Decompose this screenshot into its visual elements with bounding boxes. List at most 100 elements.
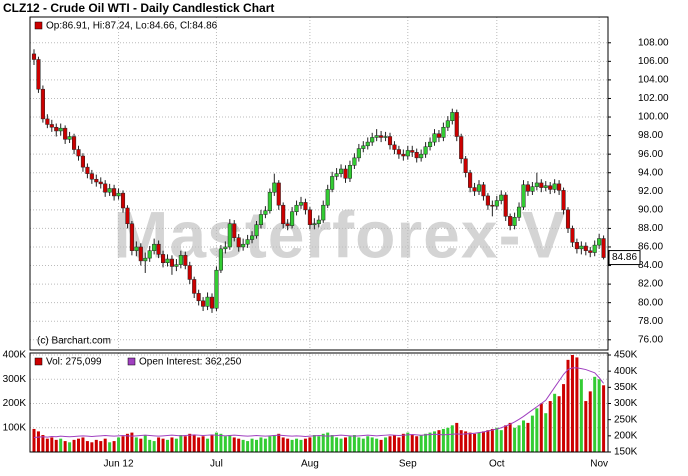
- candle-body: [476, 184, 482, 192]
- candle-body: [76, 149, 81, 157]
- candle-body: [445, 120, 450, 128]
- volume-bar: [490, 428, 494, 452]
- candle-body: [321, 204, 326, 221]
- volume-bar: [513, 427, 517, 452]
- y2-tick-label: 200K: [614, 430, 638, 441]
- candle-body: [383, 136, 388, 138]
- volume-bar: [286, 438, 290, 452]
- candle-body: [530, 186, 535, 192]
- candle-body: [481, 184, 486, 197]
- volume-bar: [499, 430, 503, 452]
- candle-body: [214, 269, 219, 309]
- candle-body: [312, 223, 317, 226]
- volume-bar: [219, 433, 223, 452]
- candle-body: [258, 214, 263, 225]
- candle-body: [98, 181, 103, 185]
- volume-bar: [428, 432, 432, 452]
- candle-body: [174, 264, 179, 267]
- volume-bar: [246, 441, 250, 452]
- y-tick-label: 98.00: [638, 130, 663, 141]
- y-tick-label: 94.00: [638, 167, 663, 178]
- volume-bar: [486, 430, 490, 452]
- volume-bar: [241, 439, 245, 452]
- y-tick-label: 78.00: [638, 316, 663, 327]
- volume-bar: [68, 442, 72, 452]
- candle-body: [454, 112, 459, 137]
- candle-body: [485, 195, 490, 206]
- y-tick-label: 400K: [3, 350, 27, 361]
- volume-bar: [562, 384, 566, 452]
- candle-body: [254, 224, 259, 237]
- candle-body: [178, 255, 183, 265]
- source-note: (c) Barchart.com: [37, 336, 111, 347]
- candle-body: [143, 257, 148, 262]
- volume-bar: [473, 433, 477, 452]
- volume-bar: [103, 438, 107, 452]
- candle-body: [405, 150, 410, 157]
- volume-bar: [45, 438, 49, 452]
- candle-body: [80, 155, 86, 168]
- candle-body: [94, 178, 99, 183]
- volume-bar: [36, 431, 40, 452]
- open-interest-line: [33, 367, 604, 438]
- candle-body: [54, 126, 59, 132]
- candle-body: [112, 188, 117, 197]
- candle-body: [116, 192, 121, 197]
- candle-body: [294, 204, 299, 212]
- candle-body: [267, 191, 272, 212]
- volume-bar: [112, 441, 116, 452]
- candle-body: [218, 248, 223, 271]
- candle-body: [241, 243, 246, 248]
- volume-bar: [130, 432, 134, 452]
- candle-body: [597, 238, 602, 246]
- candle-body: [570, 228, 575, 243]
- volume-bar: [303, 438, 307, 452]
- candle-body: [574, 242, 579, 250]
- volume-bar: [63, 441, 67, 452]
- candle-body: [316, 219, 321, 225]
- volume-bar: [424, 433, 428, 452]
- legend-swatch: [34, 357, 43, 366]
- candle-body: [525, 184, 531, 192]
- candle-body: [72, 136, 77, 150]
- candle-body: [196, 293, 201, 302]
- candle-body: [192, 279, 197, 294]
- volume-bar: [481, 431, 485, 452]
- candle-body: [298, 202, 304, 206]
- ohlc-legend: Op:86.91, Hi:87.24, Lo:84.66, Cl:84.86: [46, 21, 218, 32]
- volume-bar: [152, 441, 156, 452]
- candle-body: [107, 188, 112, 193]
- candle-body: [103, 183, 108, 193]
- legend-swatch: [127, 357, 136, 366]
- volume-bar: [228, 435, 232, 452]
- volume-bar: [148, 439, 152, 452]
- volume-bar: [143, 435, 147, 452]
- volume-bar: [348, 436, 352, 452]
- candle-body: [521, 184, 526, 208]
- volume-bar: [192, 435, 196, 452]
- volume-bar: [539, 403, 543, 452]
- candle-body: [508, 216, 513, 226]
- volume-bar: [108, 442, 112, 452]
- candle-body: [58, 127, 63, 132]
- candle-body: [539, 182, 544, 188]
- y2-tick-label: 250K: [614, 414, 638, 425]
- volume-bar: [602, 385, 606, 452]
- volume-bar: [566, 359, 570, 452]
- volume-bar: [117, 437, 121, 452]
- y-tick-label: 96.00: [638, 149, 663, 160]
- volume-bar: [588, 391, 592, 452]
- volume-bar: [344, 437, 347, 452]
- volume-bar: [517, 425, 521, 452]
- volume-bar: [397, 437, 401, 452]
- volume-bar: [90, 442, 94, 452]
- volume-bar: [544, 413, 548, 452]
- candle-body: [147, 250, 152, 259]
- candle-body: [343, 168, 348, 179]
- candle-body: [401, 153, 406, 157]
- candle-body: [67, 136, 72, 140]
- volume-bar: [326, 432, 330, 452]
- candle-body: [227, 223, 232, 248]
- candle-body: [232, 223, 237, 238]
- candle-body: [89, 173, 94, 180]
